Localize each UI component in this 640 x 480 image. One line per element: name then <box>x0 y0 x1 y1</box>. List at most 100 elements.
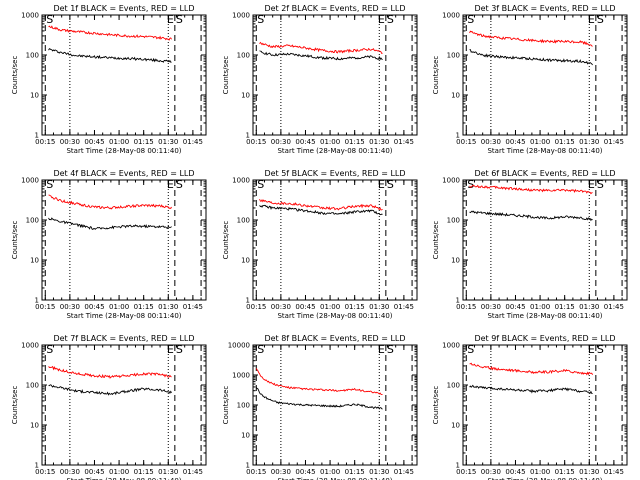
series-lld-line <box>469 30 593 47</box>
y-axis-label: Counts/sec <box>222 386 230 425</box>
chart-title: Det 7f BLACK = Events, RED = LLD <box>53 334 194 343</box>
x-tick-label: 01:45 <box>394 138 414 146</box>
y-tick-label: 10 <box>451 92 460 100</box>
x-tick-label: 01:45 <box>183 138 203 146</box>
y-axis-label: Counts/sec <box>222 221 230 260</box>
x-tick-label: 00:45 <box>295 303 315 311</box>
x-tick-label: 00:30 <box>271 468 291 476</box>
x-tick-label: 01:15 <box>345 303 365 311</box>
x-tick-label: 01:15 <box>555 303 575 311</box>
segment-marker: S <box>467 178 474 191</box>
x-tick-label: 01:30 <box>579 138 599 146</box>
y-tick-label: 1000 <box>442 12 460 20</box>
x-tick-label: 01:00 <box>320 468 340 476</box>
segment-marker: E <box>588 178 595 191</box>
x-tick-label: 00:45 <box>505 303 525 311</box>
x-tick-label: 00:15 <box>35 138 55 146</box>
x-tick-label: 01:45 <box>604 468 624 476</box>
series-lld-line <box>48 365 172 379</box>
segment-marker: S <box>257 13 264 26</box>
plot-frame <box>462 344 628 466</box>
panel-det-9: Det 9f BLACK = Events, RED = LLD 1 10 100 10… <box>432 334 628 480</box>
plot-frame <box>41 179 207 301</box>
segment-marker: S <box>387 343 394 356</box>
segment-marker: E <box>378 13 385 26</box>
x-tick-label: 00:45 <box>84 303 104 311</box>
panel-det-2: Det 2f BLACK = Events, RED = LLD 1 10 100 10… <box>222 4 418 155</box>
panel-det-8: Det 8f BLACK = Events, RED = LLD 1 10 100 10… <box>222 334 418 480</box>
y-tick-label: 10 <box>241 432 250 440</box>
x-tick-label: 01:15 <box>345 468 365 476</box>
plot-frame <box>252 179 418 301</box>
x-tick-label: 00:30 <box>60 138 80 146</box>
segment-marker: E <box>378 343 385 356</box>
x-tick-label: 01:30 <box>158 138 178 146</box>
x-axis-label: Start Time (28-May-08 00:11:40) <box>66 477 181 480</box>
y-tick-label: 100 <box>26 382 39 390</box>
series-events-line <box>48 384 172 396</box>
x-tick-label: 00:45 <box>84 468 104 476</box>
panel-det-4: Det 4f BLACK = Events, RED = LLD 1 10 100 10… <box>11 169 207 320</box>
y-tick-label: 10 <box>241 92 250 100</box>
plot-frame <box>41 14 207 136</box>
x-tick-label: 01:30 <box>369 468 389 476</box>
y-tick-label: 1 <box>456 462 460 470</box>
x-tick-label: 00:45 <box>295 138 315 146</box>
series-lld-line <box>259 41 383 54</box>
segment-marker: S <box>467 343 474 356</box>
y-tick-label: 1000 <box>232 372 250 380</box>
y-tick-label: 10 <box>30 422 39 430</box>
y-tick-label: 1 <box>35 462 39 470</box>
series-lld-line <box>469 362 593 376</box>
x-tick-label: 01:15 <box>134 468 154 476</box>
y-axis-label: Counts/sec <box>222 56 230 95</box>
y-tick-label: 100 <box>26 217 39 225</box>
segment-marker: S <box>597 13 604 26</box>
x-tick-label: 01:45 <box>183 303 203 311</box>
plot-frame <box>462 179 628 301</box>
segment-marker: S <box>257 178 264 191</box>
chart-title: Det 3f BLACK = Events, RED = LLD <box>474 4 615 13</box>
x-axis-label: Start Time (28-May-08 00:11:40) <box>487 477 602 480</box>
segment-marker: S <box>176 343 183 356</box>
y-axis-label: Counts/sec <box>432 56 440 95</box>
x-tick-label: 01:00 <box>530 468 550 476</box>
x-axis-label: Start Time (28-May-08 00:11:40) <box>66 312 181 320</box>
segment-marker: S <box>597 343 604 356</box>
x-tick-label: 01:45 <box>394 303 414 311</box>
x-tick-label: 00:45 <box>84 138 104 146</box>
segment-marker: S <box>387 13 394 26</box>
series-lld-line <box>48 194 172 210</box>
y-axis-label: Counts/sec <box>432 386 440 425</box>
series-events-line <box>259 50 383 61</box>
y-tick-label: 100 <box>237 217 250 225</box>
x-tick-label: 01:30 <box>579 303 599 311</box>
y-tick-label: 1 <box>35 297 39 305</box>
x-tick-label: 00:30 <box>481 138 501 146</box>
y-tick-label: 1000 <box>442 342 460 350</box>
plot-frame <box>41 344 207 466</box>
x-tick-label: 01:30 <box>158 303 178 311</box>
series-events-line <box>48 48 172 63</box>
series-lld-line <box>255 368 383 396</box>
x-tick-label: 00:45 <box>295 468 315 476</box>
y-tick-label: 100 <box>447 52 460 60</box>
y-tick-label: 100 <box>26 52 39 60</box>
x-tick-label: 01:30 <box>158 468 178 476</box>
segment-marker: E <box>167 178 174 191</box>
series-events-line <box>259 204 383 216</box>
segment-marker: S <box>257 343 264 356</box>
x-tick-label: 00:30 <box>60 303 80 311</box>
y-tick-label: 1 <box>456 132 460 140</box>
x-tick-label: 01:15 <box>555 138 575 146</box>
chart-title: Det 4f BLACK = Events, RED = LLD <box>53 169 194 178</box>
panel-det-1: Det 1f BLACK = Events, RED = LLD 1 10 100 10… <box>11 4 207 155</box>
chart-title: Det 6f BLACK = Events, RED = LLD <box>474 169 615 178</box>
x-tick-label: 01:00 <box>320 303 340 311</box>
y-tick-label: 100 <box>447 217 460 225</box>
series-events-line <box>469 210 593 222</box>
x-tick-label: 01:45 <box>604 138 624 146</box>
series-lld-line <box>259 198 383 211</box>
y-tick-label: 1000 <box>21 12 39 20</box>
